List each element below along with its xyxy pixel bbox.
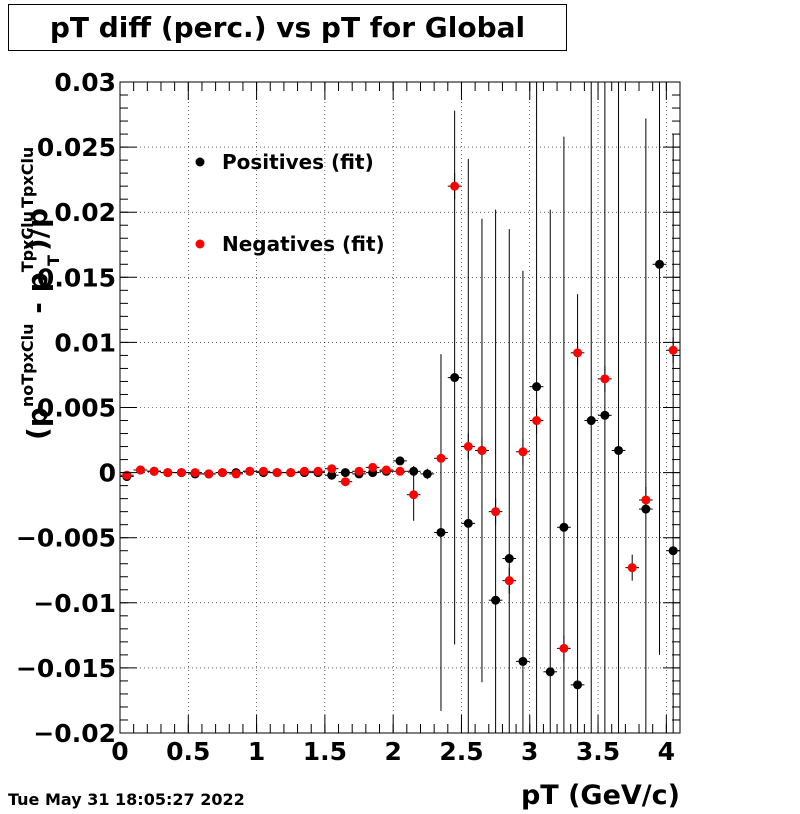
y-tick-label: 0.025 xyxy=(37,133,116,162)
negative-point xyxy=(176,468,186,478)
positive-point xyxy=(340,468,350,478)
negative-point xyxy=(231,469,241,479)
x-tick-label: 4 xyxy=(658,737,675,766)
negative-point xyxy=(395,466,405,476)
legend-label: Negatives (fit) xyxy=(222,232,385,256)
negative-point xyxy=(149,466,159,476)
chart-title-text: pT diff (perc.) vs pT for Global xyxy=(49,11,526,44)
negative-point xyxy=(299,466,309,476)
ylabel-sup1: noTpxClu xyxy=(18,323,37,407)
axis-ticks xyxy=(119,81,681,734)
legend-label: Positives (fit) xyxy=(222,150,374,174)
positive-point xyxy=(327,470,337,480)
positive-point xyxy=(614,445,624,455)
y-tick-label: 0 xyxy=(99,459,116,488)
positive-point xyxy=(450,373,460,383)
negative-point xyxy=(436,453,446,463)
y-axis-label: (pnoTpxClu - pTpxClu T)/pTpxClu xyxy=(18,147,63,440)
negative-point xyxy=(532,416,542,426)
positive-point xyxy=(518,656,528,666)
x-tick-label: 1 xyxy=(248,737,265,766)
x-tick-label: 3 xyxy=(521,737,538,766)
negative-point xyxy=(163,468,173,478)
positive-point xyxy=(559,522,569,532)
x-tick-label: 0.5 xyxy=(166,737,210,766)
y-tick-label: 0.02 xyxy=(54,198,116,227)
data-markers xyxy=(122,181,678,690)
negative-point xyxy=(463,442,473,452)
x-tick-label: 0 xyxy=(111,737,128,766)
negative-point xyxy=(491,507,501,517)
ylabel-sup2: TpxClu xyxy=(18,211,37,272)
positive-point xyxy=(504,554,514,564)
tick-labels: 0 0.5 1 1.5 2 2.5 3 3.5 4 −0.02 −0.015 −0.01 −0.005 0… xyxy=(16,68,675,766)
y-tick-label: −0.01 xyxy=(33,589,116,618)
x-tick-label: 3.5 xyxy=(576,737,620,766)
positive-point xyxy=(641,504,651,514)
y-tick-label: 0.03 xyxy=(54,68,116,97)
timestamp: Tue May 31 18:05:27 2022 xyxy=(8,790,245,809)
y-tick-label: −0.005 xyxy=(16,524,116,553)
negative-point xyxy=(450,181,460,191)
y-tick-label: −0.015 xyxy=(16,654,116,683)
legend: Positives (fit) Negatives (fit) xyxy=(195,150,385,256)
negative-point xyxy=(272,468,282,478)
positive-point xyxy=(422,469,432,479)
negative-point xyxy=(641,495,651,505)
ylabel-mid: - p xyxy=(21,272,54,323)
x-tick-label: 2 xyxy=(384,737,401,766)
negative-point xyxy=(217,468,227,478)
negative-point xyxy=(190,468,200,478)
grid-lines xyxy=(119,81,680,734)
negative-point xyxy=(627,563,637,573)
positive-point xyxy=(532,382,542,392)
positive-point xyxy=(436,527,446,537)
positive-point xyxy=(655,259,665,269)
negative-point xyxy=(258,466,268,476)
ylabel-close: )/p xyxy=(21,208,54,251)
positive-point xyxy=(491,595,501,605)
y-tick-label: 0.005 xyxy=(37,394,116,423)
y-tick-label: −0.02 xyxy=(33,719,116,748)
negative-point xyxy=(573,348,583,358)
y-tick-label: 0.01 xyxy=(54,328,116,357)
positive-point xyxy=(573,680,583,690)
negative-point xyxy=(600,374,610,384)
positive-point xyxy=(600,410,610,420)
ylabel-sub2: T xyxy=(44,255,63,266)
negative-point xyxy=(668,345,678,355)
legend-marker xyxy=(195,239,205,249)
negative-point xyxy=(518,447,528,457)
negative-point xyxy=(327,464,337,474)
x-tick-label: 2.5 xyxy=(439,737,483,766)
negative-point xyxy=(286,468,296,478)
positive-point xyxy=(395,456,405,466)
legend-marker xyxy=(195,157,205,167)
x-axis-label: pT (GeV/c) xyxy=(520,780,680,811)
negative-point xyxy=(340,477,350,487)
negative-point xyxy=(245,466,255,476)
ylabel-sup3: TpxClu xyxy=(18,147,37,208)
negative-point xyxy=(122,470,132,480)
positive-point xyxy=(545,667,555,677)
negative-point xyxy=(504,576,514,586)
ylabel-open: (p xyxy=(21,407,54,440)
positive-point xyxy=(463,518,473,528)
negative-point xyxy=(354,466,364,476)
negative-point xyxy=(368,462,378,472)
positive-point xyxy=(409,466,419,476)
negative-point xyxy=(477,445,487,455)
negative-point xyxy=(135,465,145,475)
negative-point xyxy=(204,469,214,479)
x-tick-label: 1.5 xyxy=(303,737,347,766)
positive-point xyxy=(586,416,596,426)
negative-point xyxy=(381,465,391,475)
negative-point xyxy=(409,490,419,500)
chart-title: pT diff (perc.) vs pT for Global xyxy=(8,4,567,51)
negative-point xyxy=(313,466,323,476)
y-tick-label: 0.015 xyxy=(37,263,116,292)
negative-point xyxy=(559,643,569,653)
